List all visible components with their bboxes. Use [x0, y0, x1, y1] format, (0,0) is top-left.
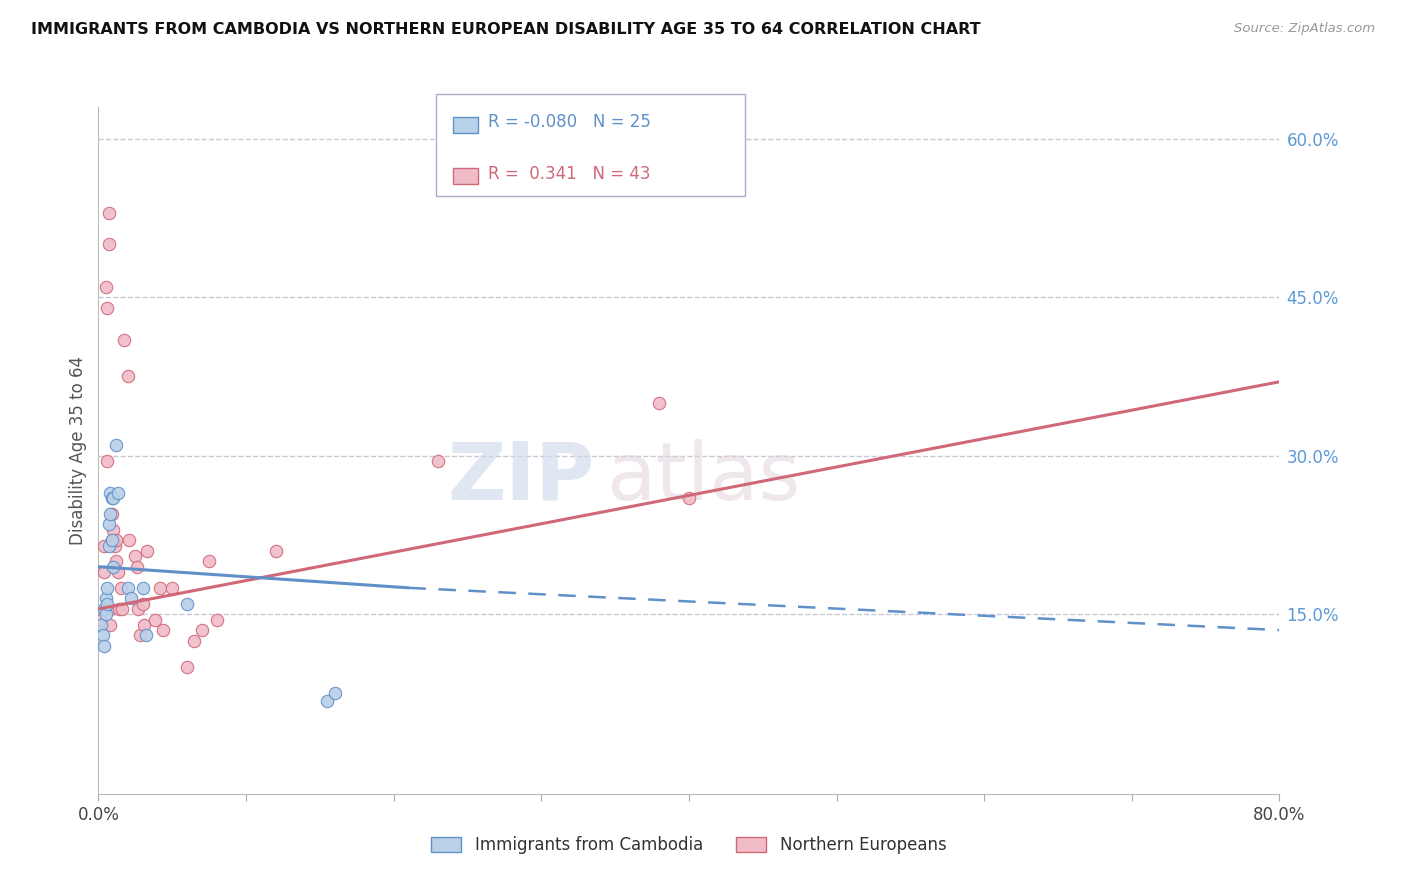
Point — [127, 602, 149, 616]
Point — [100, 491, 122, 505]
Point — [90, 613, 112, 627]
Point — [93, 602, 115, 616]
Point — [264, 544, 287, 558]
Point — [94, 279, 117, 293]
Text: Source: ZipAtlas.com: Source: ZipAtlas.com — [1234, 22, 1375, 36]
Point — [91, 628, 114, 642]
Point — [110, 581, 132, 595]
Point — [176, 660, 198, 674]
Point — [678, 491, 700, 505]
Point — [103, 491, 125, 505]
Point — [94, 607, 117, 622]
Point — [103, 559, 125, 574]
Point — [108, 602, 131, 616]
Point — [98, 485, 121, 500]
Point — [128, 628, 150, 642]
Point — [132, 581, 155, 595]
Point — [112, 333, 135, 347]
Legend: Immigrants from Cambodia, Northern Europeans: Immigrants from Cambodia, Northern Europ… — [425, 830, 953, 861]
Point — [316, 694, 339, 708]
Point — [152, 623, 174, 637]
Point — [93, 539, 115, 553]
Text: ZIP: ZIP — [447, 439, 595, 517]
Point — [323, 686, 346, 700]
Point — [93, 565, 115, 579]
Point — [118, 533, 141, 548]
Point — [96, 581, 118, 595]
Point — [97, 517, 120, 532]
Point — [97, 237, 120, 252]
Point — [117, 581, 139, 595]
Point — [132, 597, 155, 611]
Point — [97, 539, 120, 553]
Point — [120, 591, 142, 606]
Point — [93, 639, 115, 653]
Point — [135, 628, 157, 642]
Point — [103, 523, 125, 537]
Point — [198, 554, 221, 568]
Point — [191, 623, 214, 637]
Point — [100, 507, 122, 521]
Point — [96, 597, 118, 611]
Point — [648, 396, 671, 410]
Point — [98, 507, 121, 521]
Point — [94, 591, 117, 606]
Point — [98, 617, 121, 632]
Text: R = -0.080   N = 25: R = -0.080 N = 25 — [488, 113, 651, 131]
Point — [176, 597, 198, 611]
Point — [100, 533, 122, 548]
Point — [125, 559, 148, 574]
Point — [100, 533, 122, 548]
Point — [427, 454, 450, 468]
Text: atlas: atlas — [606, 439, 800, 517]
Point — [162, 581, 183, 595]
Point — [97, 205, 120, 219]
Point — [134, 617, 156, 632]
Point — [107, 565, 129, 579]
Point — [96, 301, 118, 315]
Point — [205, 613, 228, 627]
Point — [111, 602, 134, 616]
Point — [183, 633, 205, 648]
Point — [149, 581, 172, 595]
Point — [90, 617, 112, 632]
Point — [124, 549, 146, 563]
Y-axis label: Disability Age 35 to 64: Disability Age 35 to 64 — [69, 356, 87, 545]
Point — [98, 602, 121, 616]
Text: IMMIGRANTS FROM CAMBODIA VS NORTHERN EUROPEAN DISABILITY AGE 35 TO 64 CORRELATIO: IMMIGRANTS FROM CAMBODIA VS NORTHERN EUR… — [31, 22, 980, 37]
Point — [104, 539, 127, 553]
Point — [105, 554, 128, 568]
Point — [107, 485, 129, 500]
Point — [105, 533, 128, 548]
Point — [96, 454, 118, 468]
Text: R =  0.341   N = 43: R = 0.341 N = 43 — [488, 165, 651, 183]
Point — [105, 438, 128, 452]
Point — [117, 369, 139, 384]
Point — [136, 544, 159, 558]
Point — [143, 613, 166, 627]
